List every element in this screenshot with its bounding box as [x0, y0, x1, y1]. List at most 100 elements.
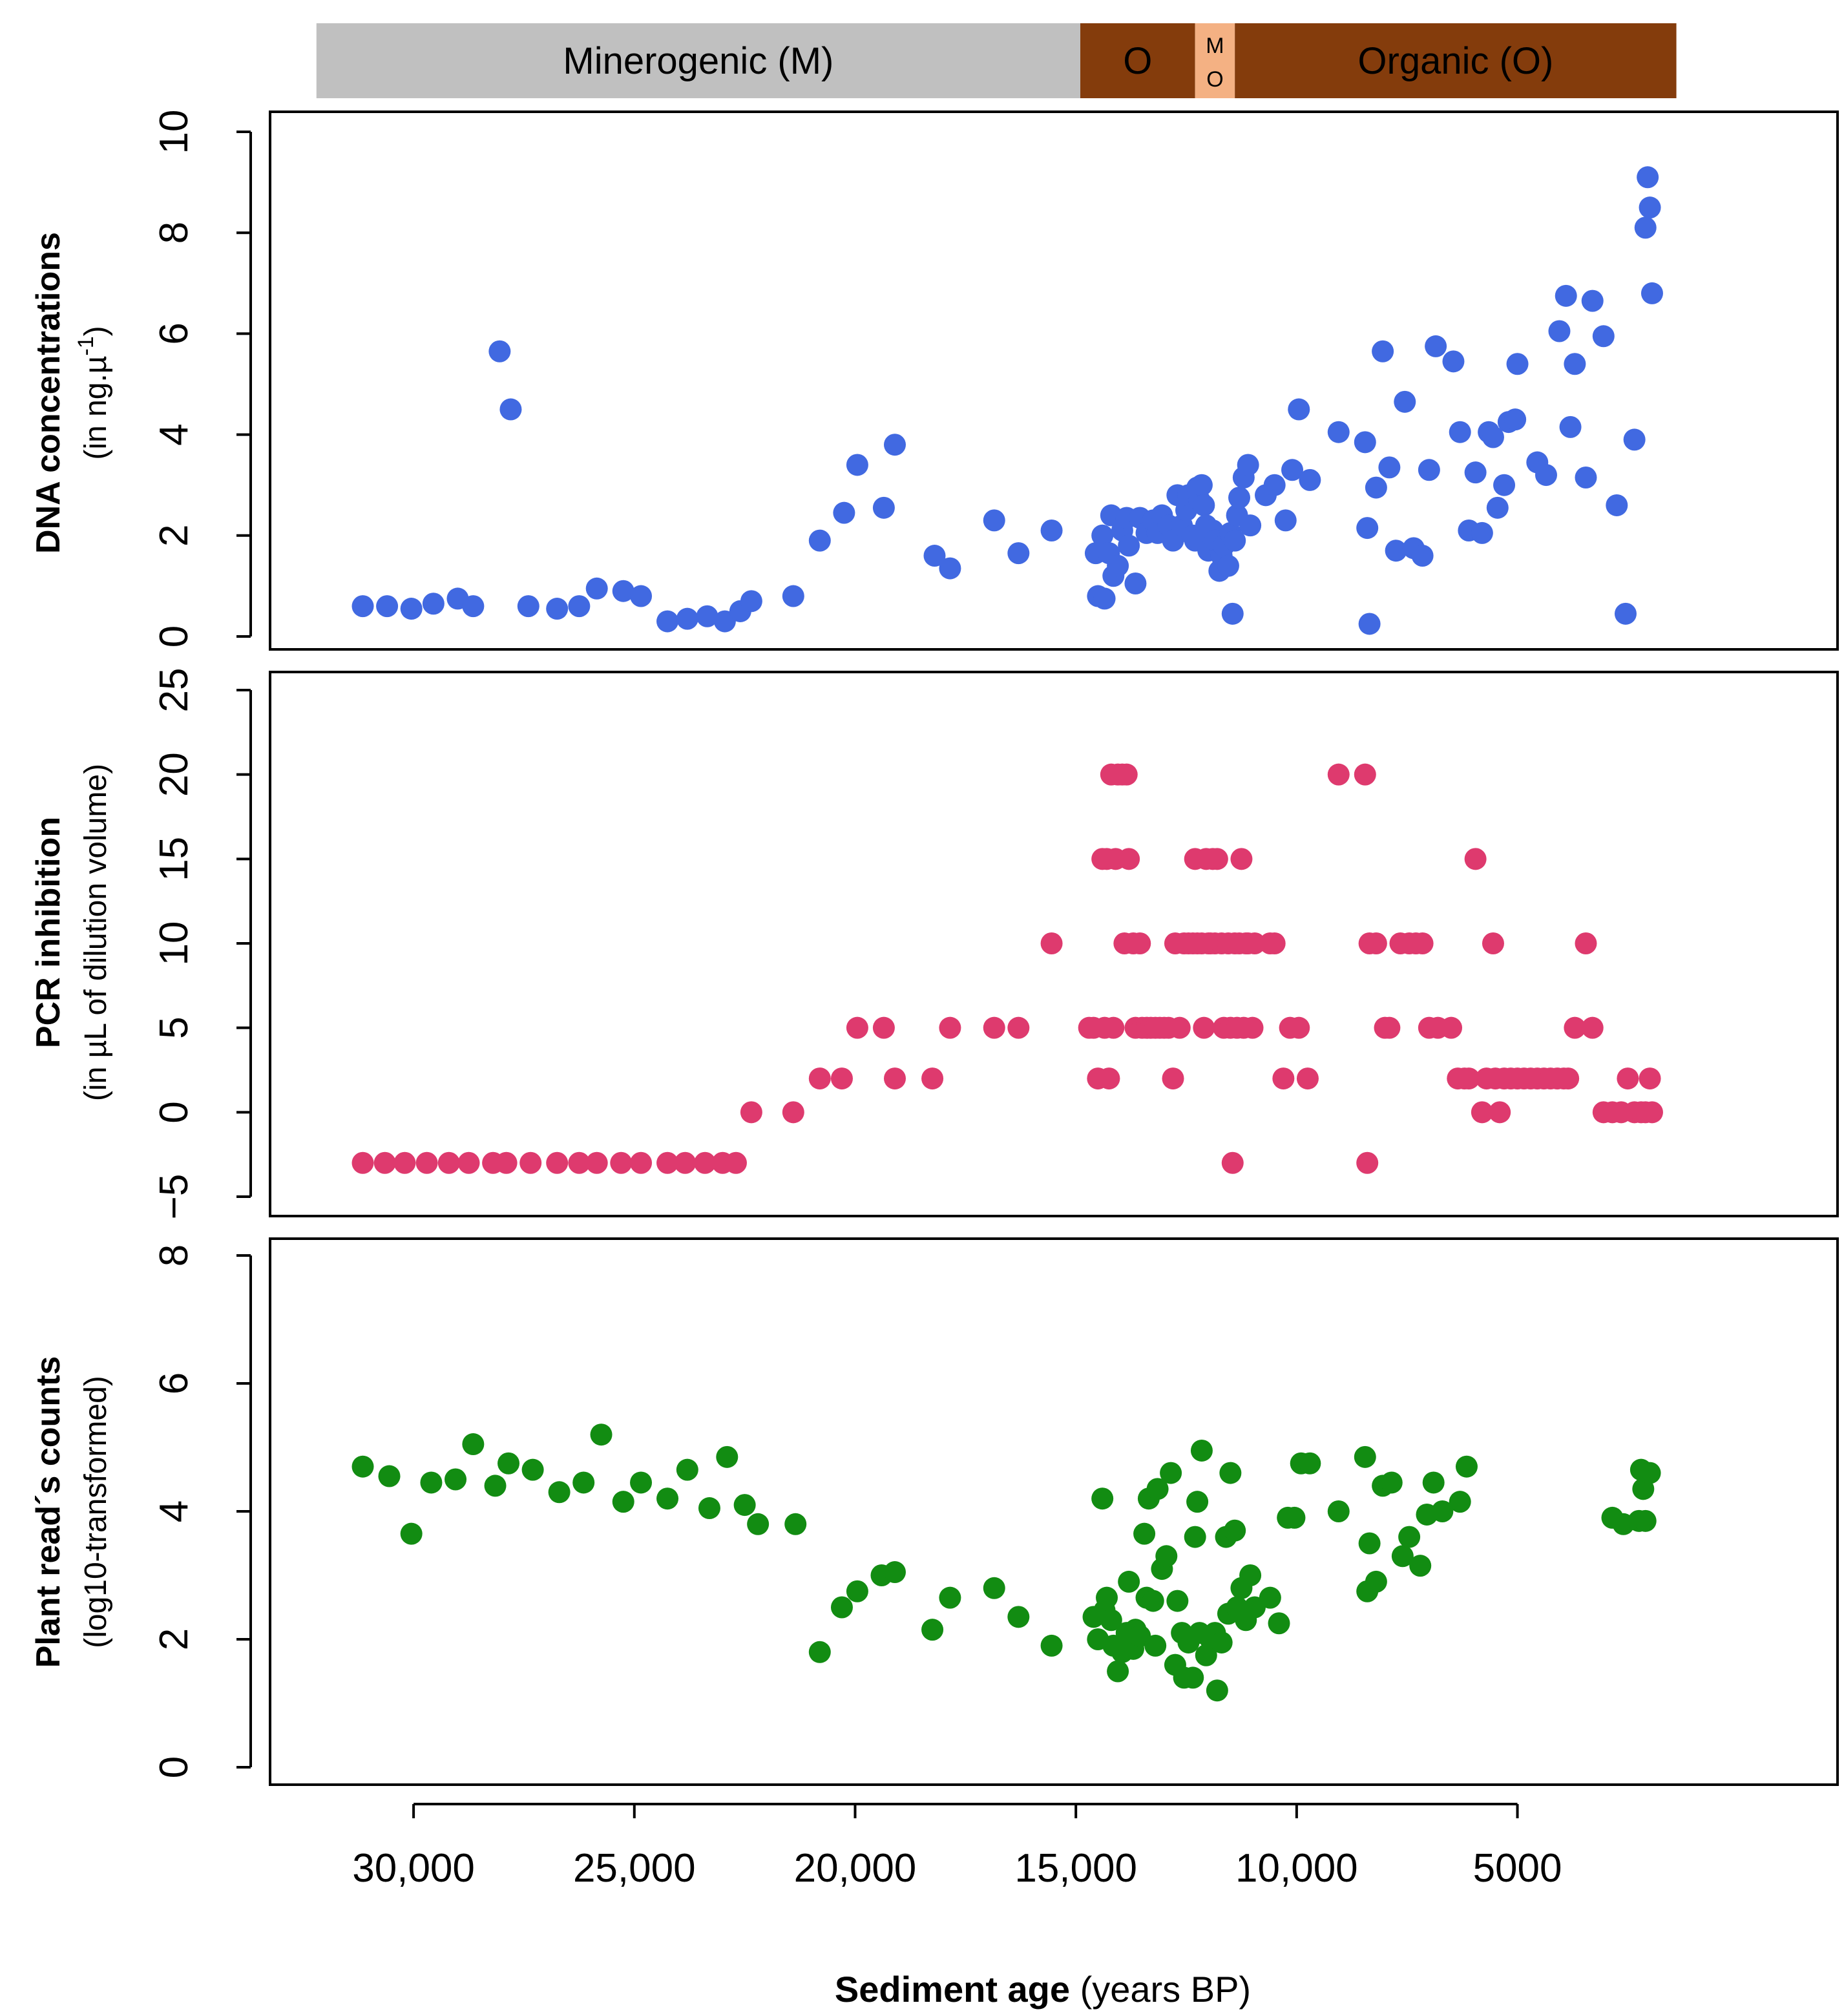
dna-point	[499, 398, 522, 421]
dna-point	[488, 340, 511, 362]
dna-ylabel-units-main: (in ng.µ	[79, 356, 113, 460]
pcr-point	[1581, 1016, 1604, 1039]
plant-point	[939, 1586, 961, 1609]
plant-point	[716, 1445, 739, 1468]
plant-point	[1639, 1462, 1661, 1484]
dna-point	[1564, 353, 1586, 375]
plant-point	[1166, 1590, 1189, 1612]
pcr-point	[1206, 848, 1228, 870]
pcr-point	[1356, 1151, 1379, 1174]
plant-point	[1160, 1462, 1182, 1484]
dna-point	[1365, 476, 1387, 499]
dna-point	[808, 529, 831, 552]
dna-point	[1239, 514, 1262, 537]
pcr-point	[1102, 1016, 1125, 1039]
dna-point	[983, 509, 1005, 532]
plant-point	[1100, 1609, 1122, 1632]
plant-point	[548, 1481, 571, 1504]
dna-point	[400, 598, 423, 620]
plant-point	[1142, 1590, 1164, 1612]
x-tick-label: 30,000	[352, 1846, 475, 1891]
dna-point	[1442, 350, 1465, 373]
dna-point	[1356, 517, 1379, 540]
pcr-point	[1411, 932, 1434, 954]
dna-point	[1559, 415, 1582, 438]
pcr-point	[1564, 1016, 1586, 1039]
dna-y-tick-label: 0	[152, 625, 196, 647]
pcr-point	[1241, 1016, 1264, 1039]
plant-y-tick-label: 0	[152, 1756, 196, 1778]
pcr-point	[1230, 848, 1253, 870]
pcr-point	[1221, 1151, 1244, 1174]
pcr-point	[1296, 1067, 1319, 1090]
plant-point	[1455, 1455, 1478, 1478]
plant-point	[784, 1513, 807, 1535]
dna-point	[1091, 524, 1114, 547]
pcr-point	[1098, 1067, 1120, 1090]
pcr-point	[393, 1151, 416, 1174]
plant-point	[351, 1455, 374, 1478]
plant-point	[498, 1452, 520, 1475]
dna-point	[1007, 542, 1030, 565]
plant-y-tick-label: 8	[152, 1244, 196, 1266]
dna-point	[833, 501, 855, 524]
pcr-point	[1327, 763, 1350, 786]
plant-point	[1239, 1564, 1262, 1586]
plant-point	[1268, 1612, 1290, 1635]
pcr-point	[1471, 1101, 1493, 1124]
pcr-y-tick-label: 0	[152, 1101, 196, 1123]
lithology-label: O	[1123, 40, 1152, 82]
pcr-point	[1365, 932, 1387, 954]
pcr-point	[782, 1101, 804, 1124]
plant-point	[808, 1641, 831, 1663]
plant-point	[656, 1487, 679, 1510]
dna-y-tick-label: 4	[152, 423, 196, 445]
dna-point	[1411, 545, 1434, 567]
plant-point	[1206, 1679, 1228, 1702]
plant-point	[1107, 1660, 1129, 1683]
dna-point	[1358, 613, 1381, 635]
dna-point	[1372, 340, 1394, 362]
plant-point	[733, 1494, 756, 1517]
dna-plot-frame	[269, 110, 1839, 651]
dna-point	[568, 595, 591, 618]
dna-point	[376, 595, 399, 618]
dna-point	[1354, 431, 1376, 454]
plant-point	[676, 1458, 698, 1481]
dna-concentration-panel: 0 2 4 6 8 10 DNA concentrations (in ng.µ-1)	[30, 110, 1839, 651]
dna-point	[1449, 421, 1471, 443]
plant-point	[1259, 1586, 1281, 1609]
pcr-y-tick-label: 20	[152, 752, 196, 797]
dna-point	[1606, 494, 1628, 516]
pcr-point	[1040, 932, 1063, 954]
x-axis-label-title: Sediment age	[835, 1969, 1070, 2010]
dna-point	[351, 595, 374, 618]
plant-points	[351, 1423, 1661, 1702]
plant-point	[378, 1465, 401, 1487]
dna-point	[1263, 474, 1286, 496]
pcr-point	[1617, 1067, 1639, 1090]
dna-point	[630, 585, 653, 607]
plant-point	[1224, 1519, 1246, 1542]
plant-point	[1190, 1439, 1213, 1462]
x-tick-label: 20,000	[794, 1846, 917, 1891]
lithology-band: Minerogenic (M) O MO Organic (O)	[316, 23, 1677, 98]
pcr-point	[610, 1151, 633, 1174]
dna-point	[1107, 554, 1129, 577]
dna-ylabel-units-close: )	[79, 326, 113, 336]
plant-point	[1155, 1545, 1178, 1568]
plant-point	[1299, 1452, 1321, 1475]
dna-point	[585, 577, 608, 600]
plant-point	[1634, 1509, 1657, 1532]
pcr-point	[1354, 763, 1376, 786]
pcr-y-tick-label: 10	[152, 921, 196, 966]
pcr-point	[883, 1067, 906, 1090]
plant-point	[1133, 1522, 1156, 1545]
dna-point	[846, 454, 868, 476]
dna-y-tick-label: 6	[152, 322, 196, 344]
dna-point	[1482, 426, 1504, 448]
lithology-label: Organic (O)	[1357, 40, 1553, 82]
plant-ylabel-units: (log10-transformed)	[79, 1376, 113, 1648]
pcr-point	[630, 1151, 653, 1174]
plant-point	[572, 1471, 595, 1494]
